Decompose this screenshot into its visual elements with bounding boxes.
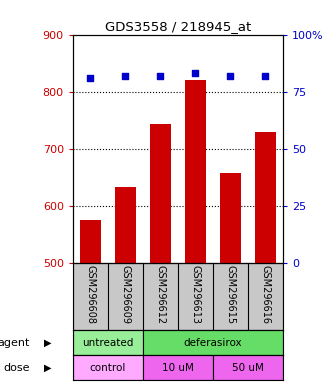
Bar	[213, 355, 283, 380]
Bar	[220, 173, 241, 384]
Text: control: control	[90, 362, 126, 373]
Text: ▶: ▶	[44, 338, 51, 348]
Bar	[73, 355, 143, 380]
Text: deferasirox: deferasirox	[184, 338, 242, 348]
Text: GSM296609: GSM296609	[120, 265, 130, 324]
Point	[193, 70, 198, 76]
Bar	[143, 355, 213, 380]
Bar	[80, 220, 101, 384]
Text: GSM296613: GSM296613	[190, 265, 201, 324]
Text: GSM296612: GSM296612	[155, 265, 166, 324]
Text: GSM296615: GSM296615	[225, 265, 235, 324]
Point	[88, 75, 93, 81]
Text: GSM296616: GSM296616	[260, 265, 270, 324]
Bar	[115, 187, 136, 384]
Text: GSM296608: GSM296608	[85, 265, 95, 324]
Bar	[73, 330, 143, 355]
Text: 10 uM: 10 uM	[162, 362, 194, 373]
Point	[158, 73, 163, 79]
Text: dose: dose	[3, 362, 30, 373]
Text: 50 uM: 50 uM	[232, 362, 264, 373]
Point	[123, 73, 128, 79]
Bar	[255, 132, 276, 384]
Point	[263, 73, 268, 79]
Point	[228, 73, 233, 79]
Bar	[185, 80, 206, 384]
Bar	[150, 124, 171, 384]
Text: ▶: ▶	[44, 362, 51, 373]
Title: GDS3558 / 218945_at: GDS3558 / 218945_at	[105, 20, 251, 33]
Text: agent: agent	[0, 338, 30, 348]
Text: untreated: untreated	[82, 338, 133, 348]
Bar	[143, 330, 283, 355]
